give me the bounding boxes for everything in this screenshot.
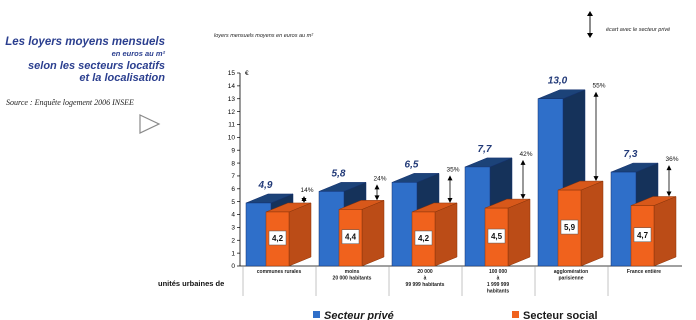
gap-arrowhead-up	[520, 159, 526, 165]
y-axis-unit: €	[245, 70, 249, 77]
chart-title: loyers mensuels moyens en euros au m²	[214, 33, 313, 39]
category-label: parisienne	[558, 276, 583, 282]
source-note: Source : Enquête logement 2006 INSEE	[6, 98, 134, 107]
value-box-social	[560, 219, 579, 235]
title-line-2: en euros au m²	[111, 49, 165, 58]
value-label-social: 4,2	[418, 234, 430, 243]
legend-swatch-social	[512, 311, 519, 318]
y-tick-label: 8	[231, 160, 235, 167]
value-label-social: 4,5	[491, 232, 503, 241]
value-box-social	[633, 227, 652, 243]
category-label: à	[424, 276, 427, 282]
category-label: à	[497, 276, 500, 282]
value-label-social: 4,2	[272, 234, 284, 243]
y-tick-label: 3	[231, 225, 235, 232]
bar-social-side	[288, 202, 312, 267]
gap-percent-label: 35%	[446, 166, 459, 173]
value-label-social: 5,9	[564, 223, 576, 232]
y-tick-label: 9	[231, 147, 235, 154]
category-label: habitants	[487, 289, 509, 295]
chart-side-title: Les loyers moyens mensuels en euros au m…	[5, 36, 165, 84]
legend-label-prive: Secteur privé	[324, 310, 394, 320]
y-tick-label: 2	[231, 237, 235, 244]
gap-percent-label: 24%	[373, 175, 386, 182]
value-box-social	[487, 228, 506, 244]
y-tick-label: 10	[228, 135, 236, 142]
value-label-prive: 5,8	[332, 168, 346, 179]
gap-percent-label: 36%	[665, 156, 678, 163]
gap-arrowhead-down	[301, 197, 307, 203]
gap-arrowhead-down	[593, 176, 599, 182]
value-label-social: 4,4	[345, 233, 357, 242]
gap-percent-label: 14%	[300, 187, 313, 194]
y-tick-label: 0	[231, 263, 235, 270]
value-label-prive: 6,5	[405, 159, 419, 170]
category-label: 100 000	[489, 269, 507, 275]
y-tick-label: 14	[228, 83, 236, 90]
y-tick-label: 5	[231, 199, 235, 206]
legend-swatch-prive	[313, 311, 320, 318]
bar-social-side	[580, 180, 604, 267]
x-axis-label: unités urbaines de	[158, 279, 224, 288]
bar-social-side	[361, 200, 385, 267]
y-tick-label: 4	[231, 212, 235, 219]
bar-social-side	[653, 196, 677, 267]
y-tick-label: 15	[228, 70, 236, 77]
category-label: agglomération	[554, 269, 588, 275]
value-box-social	[341, 229, 360, 244]
value-label-prive: 4,9	[258, 180, 273, 191]
y-tick-label: 11	[228, 122, 235, 129]
value-label-prive: 7,3	[624, 149, 638, 160]
gap-arrowhead-down	[520, 194, 526, 200]
gap-percent-label: 42%	[519, 151, 532, 158]
y-tick-label: 7	[231, 173, 235, 180]
gap-arrowhead-up	[593, 91, 599, 97]
category-label: moins	[345, 269, 360, 275]
gap-arrowhead-down	[666, 191, 672, 197]
category-label: communes rurales	[257, 269, 302, 275]
category-label: 20 000 habitants	[333, 276, 372, 282]
y-tick-label: 13	[228, 96, 236, 103]
value-box-social	[414, 230, 433, 246]
category-label: France entière	[627, 269, 661, 275]
y-tick-label: 12	[228, 109, 236, 116]
category-label: 1 999 999	[487, 282, 509, 288]
gap-arrowhead-up	[374, 184, 380, 190]
category-label: 99 999 habitants	[406, 282, 445, 288]
category-label: 20 000	[417, 269, 433, 275]
legend-gap-arrowhead-up	[587, 11, 593, 16]
title-line-4: et la localisation	[79, 72, 165, 84]
value-label-prive: 13,0	[548, 76, 568, 87]
y-tick-label: 6	[231, 186, 235, 193]
legend-label-social: Secteur social	[523, 310, 598, 320]
gap-arrowhead-down	[447, 197, 453, 203]
gap-arrowhead-up	[666, 165, 672, 171]
value-box-social	[268, 230, 287, 246]
value-label-prive: 7,7	[478, 144, 492, 155]
legend-gap-arrowhead-down	[587, 33, 593, 38]
gap-arrowhead-down	[374, 195, 380, 201]
gap-percent-label: 55%	[592, 83, 605, 90]
bar-social-side	[434, 202, 458, 267]
bar-social-side	[507, 198, 531, 267]
value-label-social: 4,7	[637, 231, 649, 240]
title-line-1: Les loyers moyens mensuels	[5, 36, 165, 48]
gap-legend-label: écart avec le secteur privé	[606, 27, 670, 33]
title-line-3: selon les secteurs locatifs	[28, 60, 165, 72]
play-triangle-icon[interactable]	[139, 114, 161, 134]
gap-arrowhead-up	[447, 175, 453, 181]
y-tick-label: 1	[231, 250, 235, 257]
